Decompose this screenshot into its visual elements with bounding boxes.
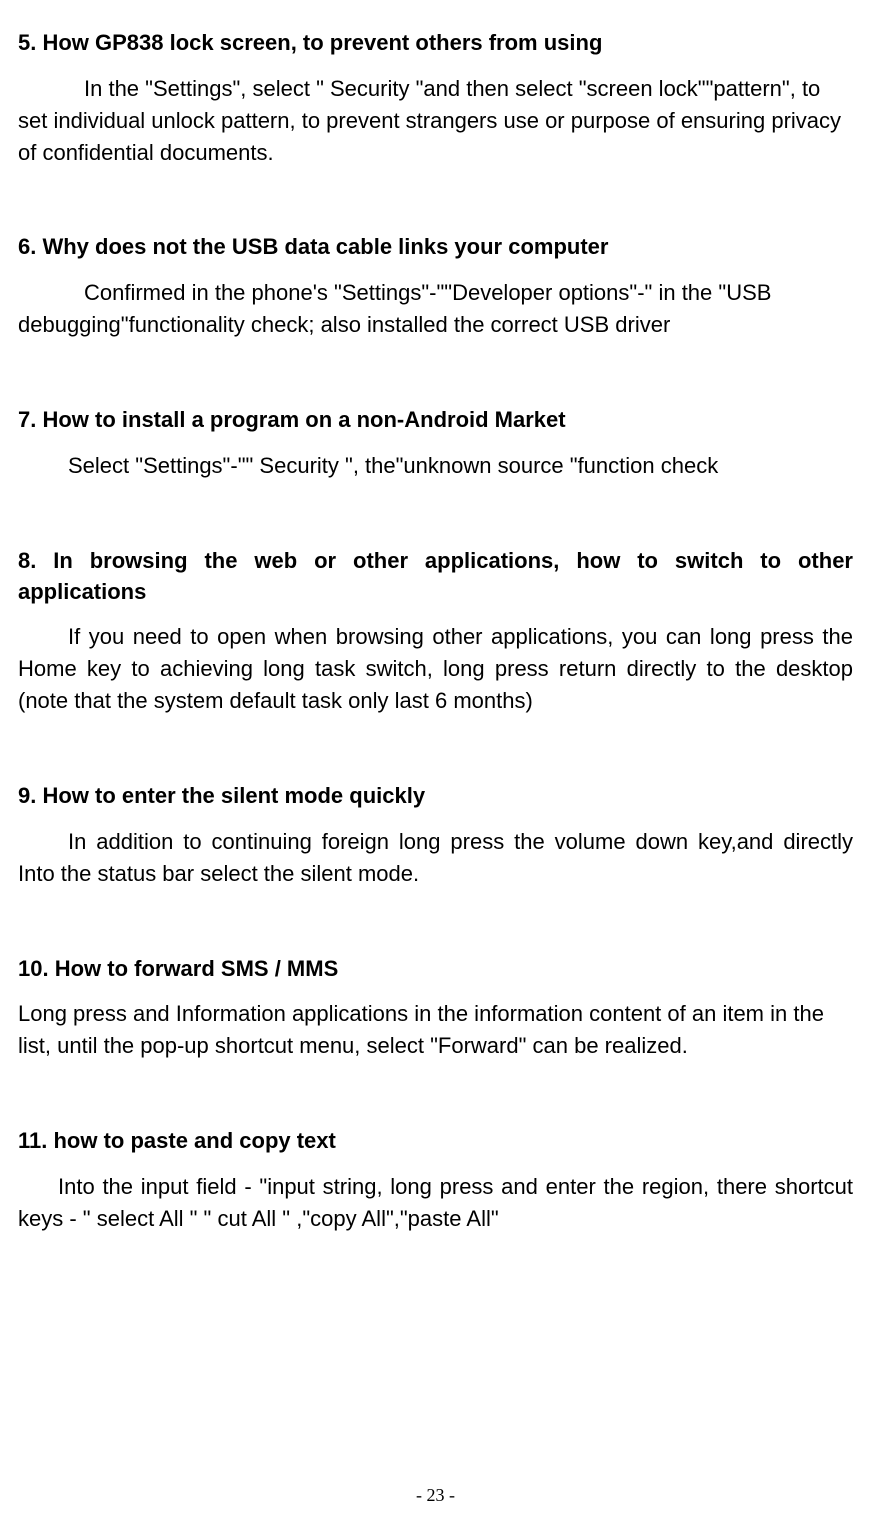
faq-heading: 10. How to forward SMS / MMS: [18, 954, 853, 985]
faq-heading: 6. Why does not the USB data cable links…: [18, 232, 853, 263]
faq-body: Select "Settings"-"" Security ", the"unk…: [18, 450, 853, 482]
faq-heading: 7. How to install a program on a non-And…: [18, 405, 853, 436]
faq-heading: 8. In browsing the web or other applicat…: [18, 546, 853, 608]
faq-heading: 11. how to paste and copy text: [18, 1126, 853, 1157]
faq-body: If you need to open when browsing other …: [18, 621, 853, 717]
faq-heading: 5. How GP838 lock screen, to prevent oth…: [18, 28, 853, 59]
faq-body: Confirmed in the phone's "Settings"-""De…: [18, 277, 853, 341]
faq-section-10: 10. How to forward SMS / MMS Long press …: [18, 954, 853, 1063]
faq-section-11: 11. how to paste and copy text Into the …: [18, 1126, 853, 1235]
faq-section-8: 8. In browsing the web or other applicat…: [18, 546, 853, 717]
faq-section-5: 5. How GP838 lock screen, to prevent oth…: [18, 28, 853, 168]
faq-section-6: 6. Why does not the USB data cable links…: [18, 232, 853, 341]
faq-body: Long press and Information applications …: [18, 998, 853, 1062]
faq-section-9: 9. How to enter the silent mode quickly …: [18, 781, 853, 890]
faq-body: Into the input field - "input string, lo…: [18, 1171, 853, 1235]
faq-heading: 9. How to enter the silent mode quickly: [18, 781, 853, 812]
faq-section-7: 7. How to install a program on a non-And…: [18, 405, 853, 482]
faq-body: In the "Settings", select " Security "an…: [18, 73, 853, 169]
faq-body: In addition to continuing foreign long p…: [18, 826, 853, 890]
page-number: - 23 -: [0, 1485, 871, 1506]
